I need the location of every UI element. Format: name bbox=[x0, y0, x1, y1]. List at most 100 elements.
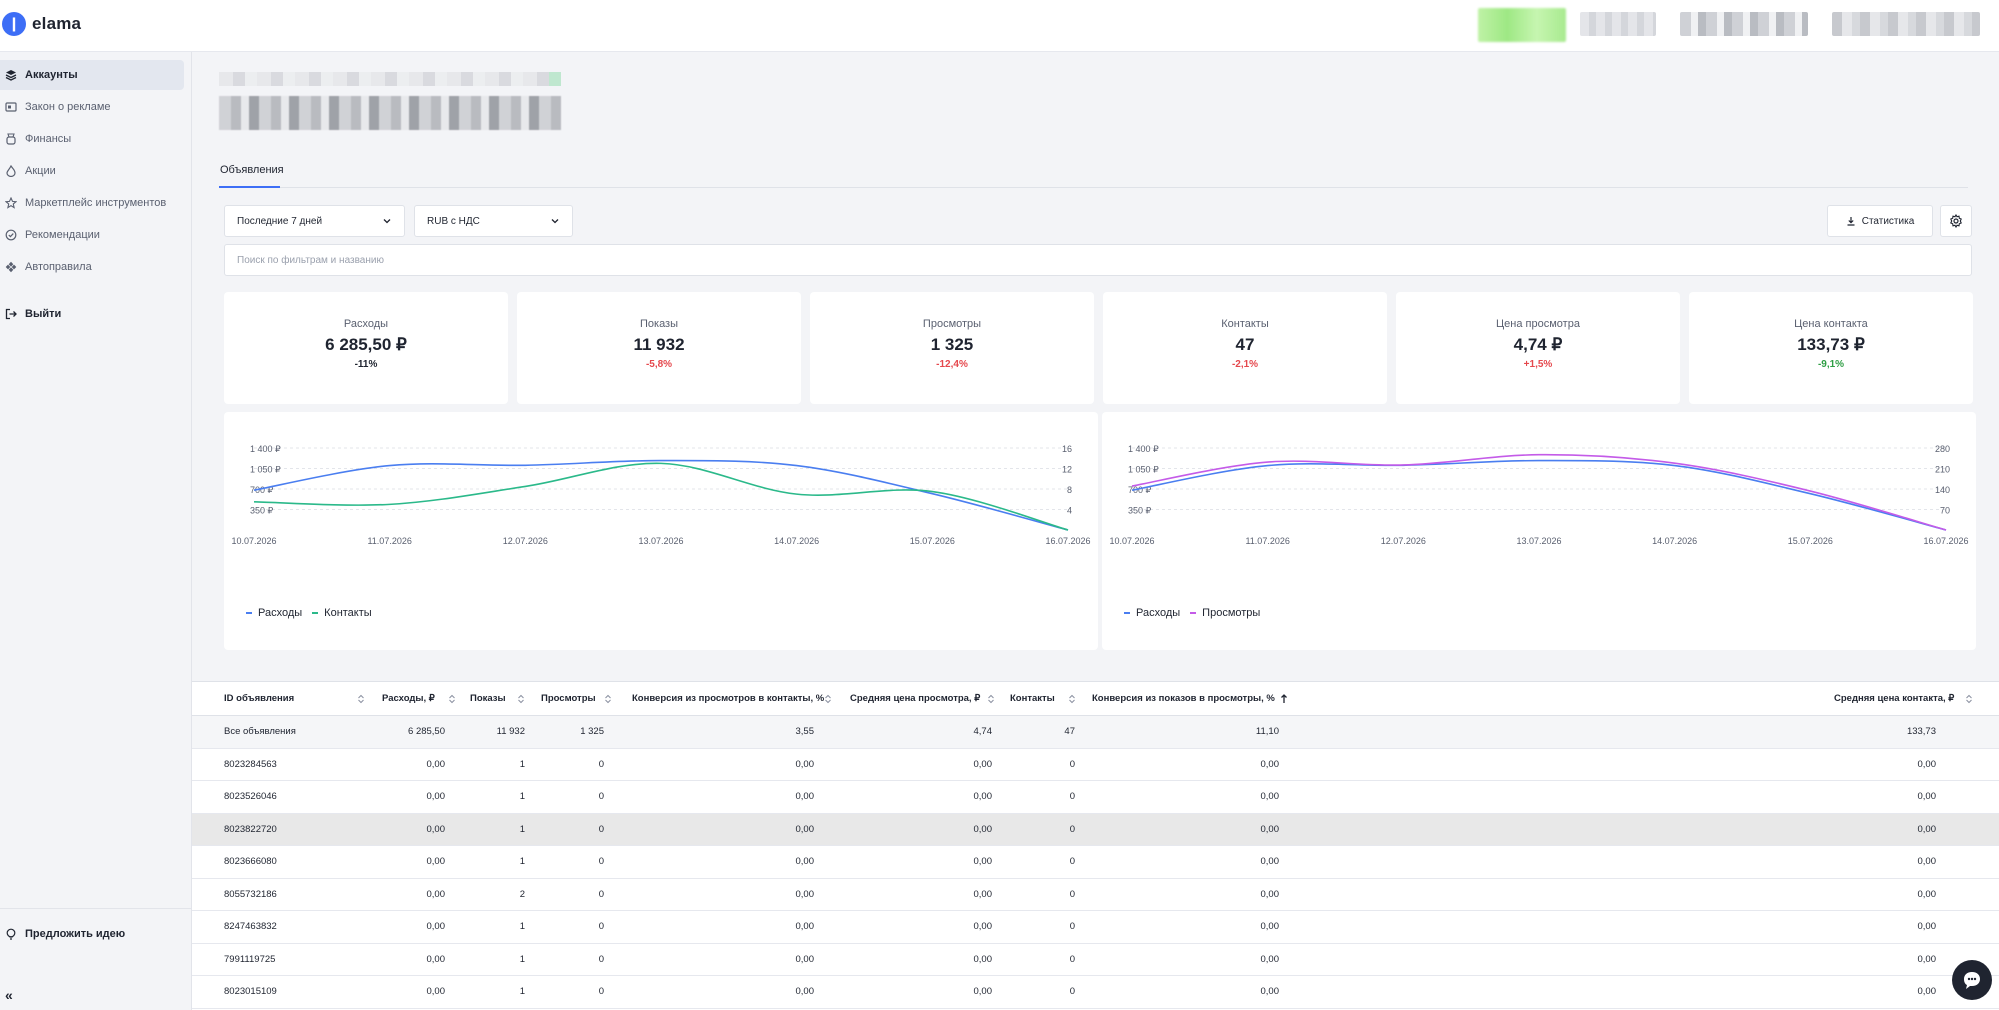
suggest-idea-button[interactable]: Предложить идею bbox=[5, 928, 125, 940]
period-select[interactable]: Последние 7 дней bbox=[224, 205, 405, 237]
tab-ads[interactable]: Объявления bbox=[219, 160, 284, 188]
sidebar-item-recommendations[interactable]: Рекомендации bbox=[0, 220, 184, 250]
stat-card-contact-price: Цена контакта 133,73 ₽ -9,1% bbox=[1689, 292, 1973, 404]
blurred-balance-button[interactable] bbox=[1478, 8, 1566, 42]
sort-icon[interactable] bbox=[1965, 694, 1973, 704]
blurred-header-item[interactable] bbox=[1580, 12, 1656, 36]
blurred-header-item[interactable] bbox=[1680, 12, 1808, 36]
line-chart[interactable]: 1 400 ₽ 16 1 050 ₽ 12 700 ₽ 8 350 ₽ 4 10.07.2026… bbox=[224, 412, 1098, 602]
sidebar-item-accounts[interactable]: Аккаунты bbox=[0, 60, 184, 90]
table-cell: 1 bbox=[519, 921, 525, 932]
sidebar-item-marketplace[interactable]: Маркетплейс инструментов bbox=[0, 188, 184, 218]
table-cell: 0,00 bbox=[795, 823, 815, 835]
sort-icon[interactable] bbox=[517, 694, 525, 704]
table-cell: 0 bbox=[598, 953, 604, 965]
sidebar-item-promotions[interactable]: Акции bbox=[0, 156, 184, 186]
table-cell: 1 bbox=[519, 986, 525, 997]
x-tick-label: 13.07.2026 bbox=[638, 536, 683, 546]
column-header[interactable]: Расходы, ₽ bbox=[382, 693, 435, 704]
legend-item[interactable]: Контакты bbox=[312, 607, 372, 619]
sort-icon[interactable] bbox=[357, 694, 365, 704]
x-tick-label: 16.07.2026 bbox=[1923, 536, 1968, 546]
settings-button[interactable] bbox=[1940, 205, 1972, 237]
stat-card-views: Просмотры 1 325 -12,4% bbox=[810, 292, 1094, 404]
column-header[interactable]: Конверсия из просмотров в контакты, % bbox=[632, 693, 825, 704]
sort-icon[interactable] bbox=[987, 694, 995, 704]
series-line[interactable] bbox=[253, 459, 1069, 531]
sidebar-item-label: Финансы bbox=[25, 133, 72, 145]
table-row[interactable]: 8023526046 0,00 1 0 0,00 0,00 0 0,00 0,00 bbox=[192, 781, 1999, 814]
table-cell: 0 bbox=[598, 758, 604, 770]
column-header[interactable]: Средняя цена контакта, ₽ bbox=[1834, 693, 1955, 704]
table-row[interactable]: 8023666080 0,00 1 0 0,00 0,00 0 0,00 0,00 bbox=[192, 846, 1999, 879]
legend-label: Контакты bbox=[324, 607, 372, 619]
period-select-value: Последние 7 дней bbox=[237, 215, 323, 227]
sidebar-item-finance[interactable]: Финансы bbox=[0, 124, 184, 154]
stat-delta: -9,1% bbox=[1817, 359, 1845, 370]
column-header[interactable]: Просмотры bbox=[541, 693, 596, 704]
stat-label: Цена просмотра bbox=[1496, 318, 1580, 330]
line-chart[interactable]: 1 400 ₽ 280 1 050 ₽ 210 700 ₽ 140 350 ₽ 70 10.07… bbox=[1102, 412, 1976, 602]
lightbulb-icon bbox=[5, 928, 17, 940]
sidebar-item-autorules[interactable]: Автоправила bbox=[0, 252, 184, 282]
table-cell: 0,00 bbox=[426, 758, 446, 770]
column-header[interactable]: Контакты bbox=[1010, 693, 1055, 704]
table-cell: 1 bbox=[519, 823, 525, 835]
currency-select[interactable]: RUB с НДС bbox=[414, 205, 573, 237]
y-tick-label-right: 4 bbox=[1067, 506, 1072, 516]
table-cell: 3,55 bbox=[795, 726, 815, 737]
legend-item[interactable]: Расходы bbox=[246, 607, 302, 619]
table-cell: 0 bbox=[1069, 921, 1075, 932]
table-cell: 0,00 bbox=[973, 986, 993, 997]
sidebar-item-ad-law[interactable]: Закон о рекламе bbox=[0, 92, 184, 122]
table-cell: 0,00 bbox=[426, 823, 446, 835]
chevron-down-icon bbox=[551, 219, 559, 224]
table-total-row[interactable]: Все объявления 6 285,50 11 932 1 325 3,55 4,7… bbox=[192, 716, 1999, 749]
column-header[interactable]: Показы bbox=[470, 693, 506, 704]
collapse-sidebar-button[interactable]: « bbox=[5, 987, 13, 1003]
diamond-grid-icon bbox=[5, 261, 17, 273]
sort-ascending-icon[interactable] bbox=[1280, 694, 1288, 704]
stat-delta: -2,1% bbox=[1231, 359, 1259, 370]
x-tick-label: 11.07.2026 bbox=[1245, 536, 1289, 546]
table-row[interactable]: 8023015109 0,00 1 0 0,00 0,00 0 0,00 0,00 bbox=[192, 976, 1999, 1009]
search-input[interactable] bbox=[224, 244, 1972, 276]
table-row[interactable]: 8023284563 0,00 1 0 0,00 0,00 0 0,00 0,00 bbox=[192, 749, 1999, 781]
table-cell: 1 bbox=[519, 758, 525, 770]
series-line[interactable] bbox=[1131, 453, 1947, 531]
legend-item[interactable]: Расходы bbox=[1124, 607, 1180, 619]
table-cell: 0,00 bbox=[795, 953, 815, 965]
blurred-user-menu[interactable] bbox=[1832, 12, 1980, 36]
sort-icon[interactable] bbox=[1068, 694, 1076, 704]
star-icon bbox=[5, 197, 17, 209]
export-statistics-button[interactable]: Статистика bbox=[1827, 205, 1933, 237]
sidebar-divider bbox=[0, 908, 192, 909]
legend-item[interactable]: Просмотры bbox=[1190, 607, 1260, 619]
table-cell: 0 bbox=[598, 986, 604, 997]
elama-logo[interactable]: ❙ elama bbox=[2, 12, 81, 36]
stat-card-view-price: Цена просмотра 4,74 ₽ +1,5% bbox=[1396, 292, 1680, 404]
stat-value: 47 bbox=[1235, 335, 1255, 354]
table-row[interactable]: 8055732186 0,00 2 0 0,00 0,00 0 0,00 0,00 bbox=[192, 879, 1999, 911]
table-cell: 8023526046 bbox=[224, 791, 277, 802]
main-content: Объявления Последние 7 дней RUB с НДС Ст… bbox=[192, 52, 1999, 1010]
table-cell: 0 bbox=[598, 856, 604, 867]
table-cell: 0,00 bbox=[1917, 791, 1937, 802]
y-tick-label: 350 ₽ bbox=[250, 506, 274, 516]
series-line[interactable] bbox=[253, 462, 1069, 531]
logout-button[interactable]: Выйти bbox=[0, 299, 184, 329]
y-tick-label-right: 8 bbox=[1067, 485, 1072, 495]
table-row[interactable]: 8023822720 0,00 1 0 0,00 0,00 0 0,00 0,00 bbox=[192, 813, 1999, 846]
column-header[interactable]: ID объявления bbox=[224, 693, 295, 704]
series-line[interactable] bbox=[1131, 459, 1947, 531]
sort-icon[interactable] bbox=[604, 694, 612, 704]
column-header[interactable]: Конверсия из показов в просмотры, % bbox=[1092, 693, 1275, 704]
column-header[interactable]: Средняя цена просмотра, ₽ bbox=[850, 693, 981, 704]
sort-icon[interactable] bbox=[448, 694, 456, 704]
chat-button[interactable] bbox=[1952, 960, 1992, 1000]
table-row[interactable]: 7991119725 0,00 1 0 0,00 0,00 0 0,00 0,00 bbox=[192, 944, 1999, 976]
sort-icon[interactable] bbox=[824, 694, 832, 704]
table-cell: 0 bbox=[1069, 791, 1075, 802]
y-tick-label-right: 12 bbox=[1062, 465, 1072, 475]
table-row[interactable]: 8247463832 0,00 1 0 0,00 0,00 0 0,00 0,00 bbox=[192, 911, 1999, 944]
